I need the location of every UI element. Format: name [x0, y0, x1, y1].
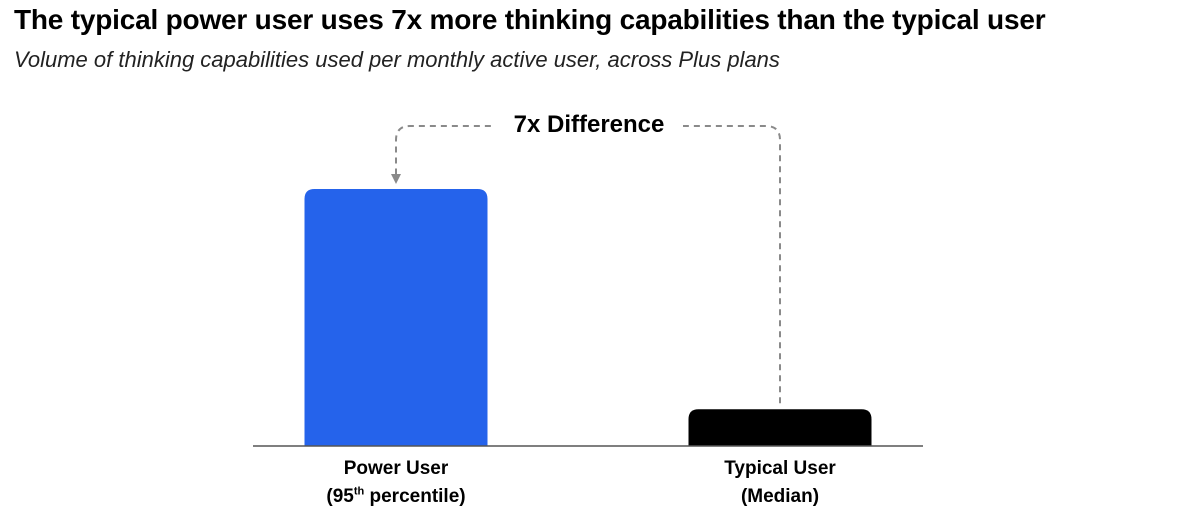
category-label-power-user: Power User (95th percentile) [266, 455, 526, 511]
category-label-line2: (Median) [740, 486, 820, 507]
difference-annotation: 7x Difference [514, 111, 665, 138]
category-label-typical-user: Typical User (Median) [650, 455, 910, 511]
bar-typical-user [688, 409, 872, 446]
category-label-line1: Power User [343, 458, 449, 479]
category-label-line1: Typical User [724, 458, 836, 479]
category-label-line2: (95th percentile) [326, 485, 466, 507]
chart-title: The typical power user uses 7x more thin… [14, 4, 1046, 35]
bar-power-user [304, 189, 488, 446]
chart-subtitle: Volume of thinking capabilities used per… [14, 47, 780, 72]
